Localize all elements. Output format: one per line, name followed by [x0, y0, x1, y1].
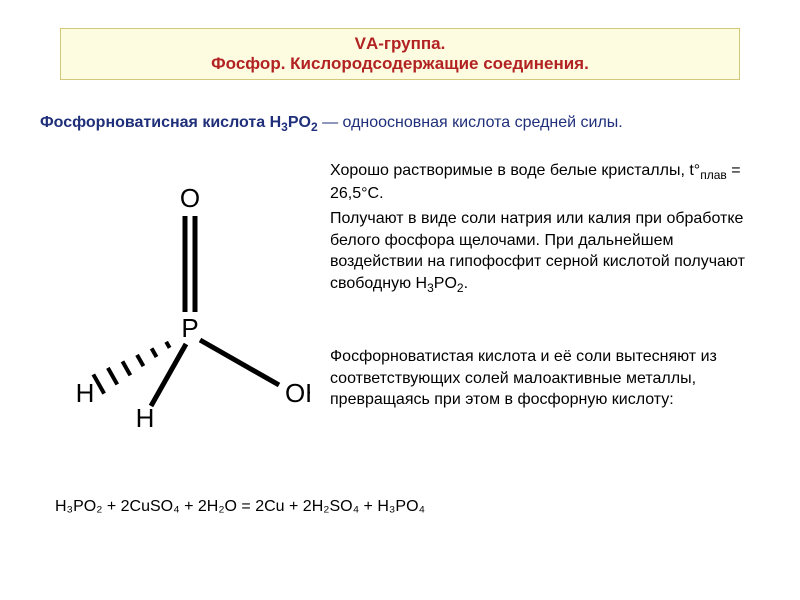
p2-tail: . [464, 275, 468, 292]
chemical-equation: H₃PO₂ + 2CuSO₄ + 2H₂O = 2Cu + 2H₂SO₄ + H… [55, 498, 425, 516]
svg-text:P: P [181, 313, 198, 343]
p1-sub: плав [700, 168, 727, 182]
p2-sub2: 2 [457, 281, 464, 295]
molecule-svg: POHHOH [60, 170, 310, 430]
svg-text:O: O [180, 183, 200, 213]
intro-sub1: 3 [281, 120, 288, 134]
title-box: VА-группа. Фосфор. Кислородсодержащие со… [60, 28, 740, 80]
paragraph-2: Получают в виде соли натрия или калия пр… [330, 208, 770, 296]
title-line-2: Фосфор. Кислородсодержащие соединения. [71, 54, 729, 74]
intro-rest: — одноосновная кислота средней силы. [318, 114, 623, 131]
p1-text: Хорошо растворимые в воде белые кристалл… [330, 162, 700, 179]
p2-text: Получают в виде соли натрия или калия пр… [330, 210, 745, 292]
p2-sub1: 3 [427, 281, 434, 295]
paragraph-3: Фосфорноватистая кислота и её соли вытес… [330, 346, 770, 411]
svg-text:H: H [76, 378, 95, 408]
intro-prefix: Фосфорноватисная кислота H [40, 114, 281, 131]
svg-text:OH: OH [285, 378, 310, 408]
intro-sub2: 2 [311, 120, 318, 134]
intro-mid: PO [288, 114, 311, 131]
title-line-1: VА-группа. [71, 34, 729, 54]
paragraph-1: Хорошо растворимые в воде белые кристалл… [330, 160, 770, 205]
molecule-diagram: POHHOH [60, 170, 310, 430]
svg-text:H: H [136, 403, 155, 430]
intro-text: Фосфорноватисная кислота H3PO2 — одноосн… [40, 112, 760, 135]
p2-mid: PO [434, 275, 457, 292]
